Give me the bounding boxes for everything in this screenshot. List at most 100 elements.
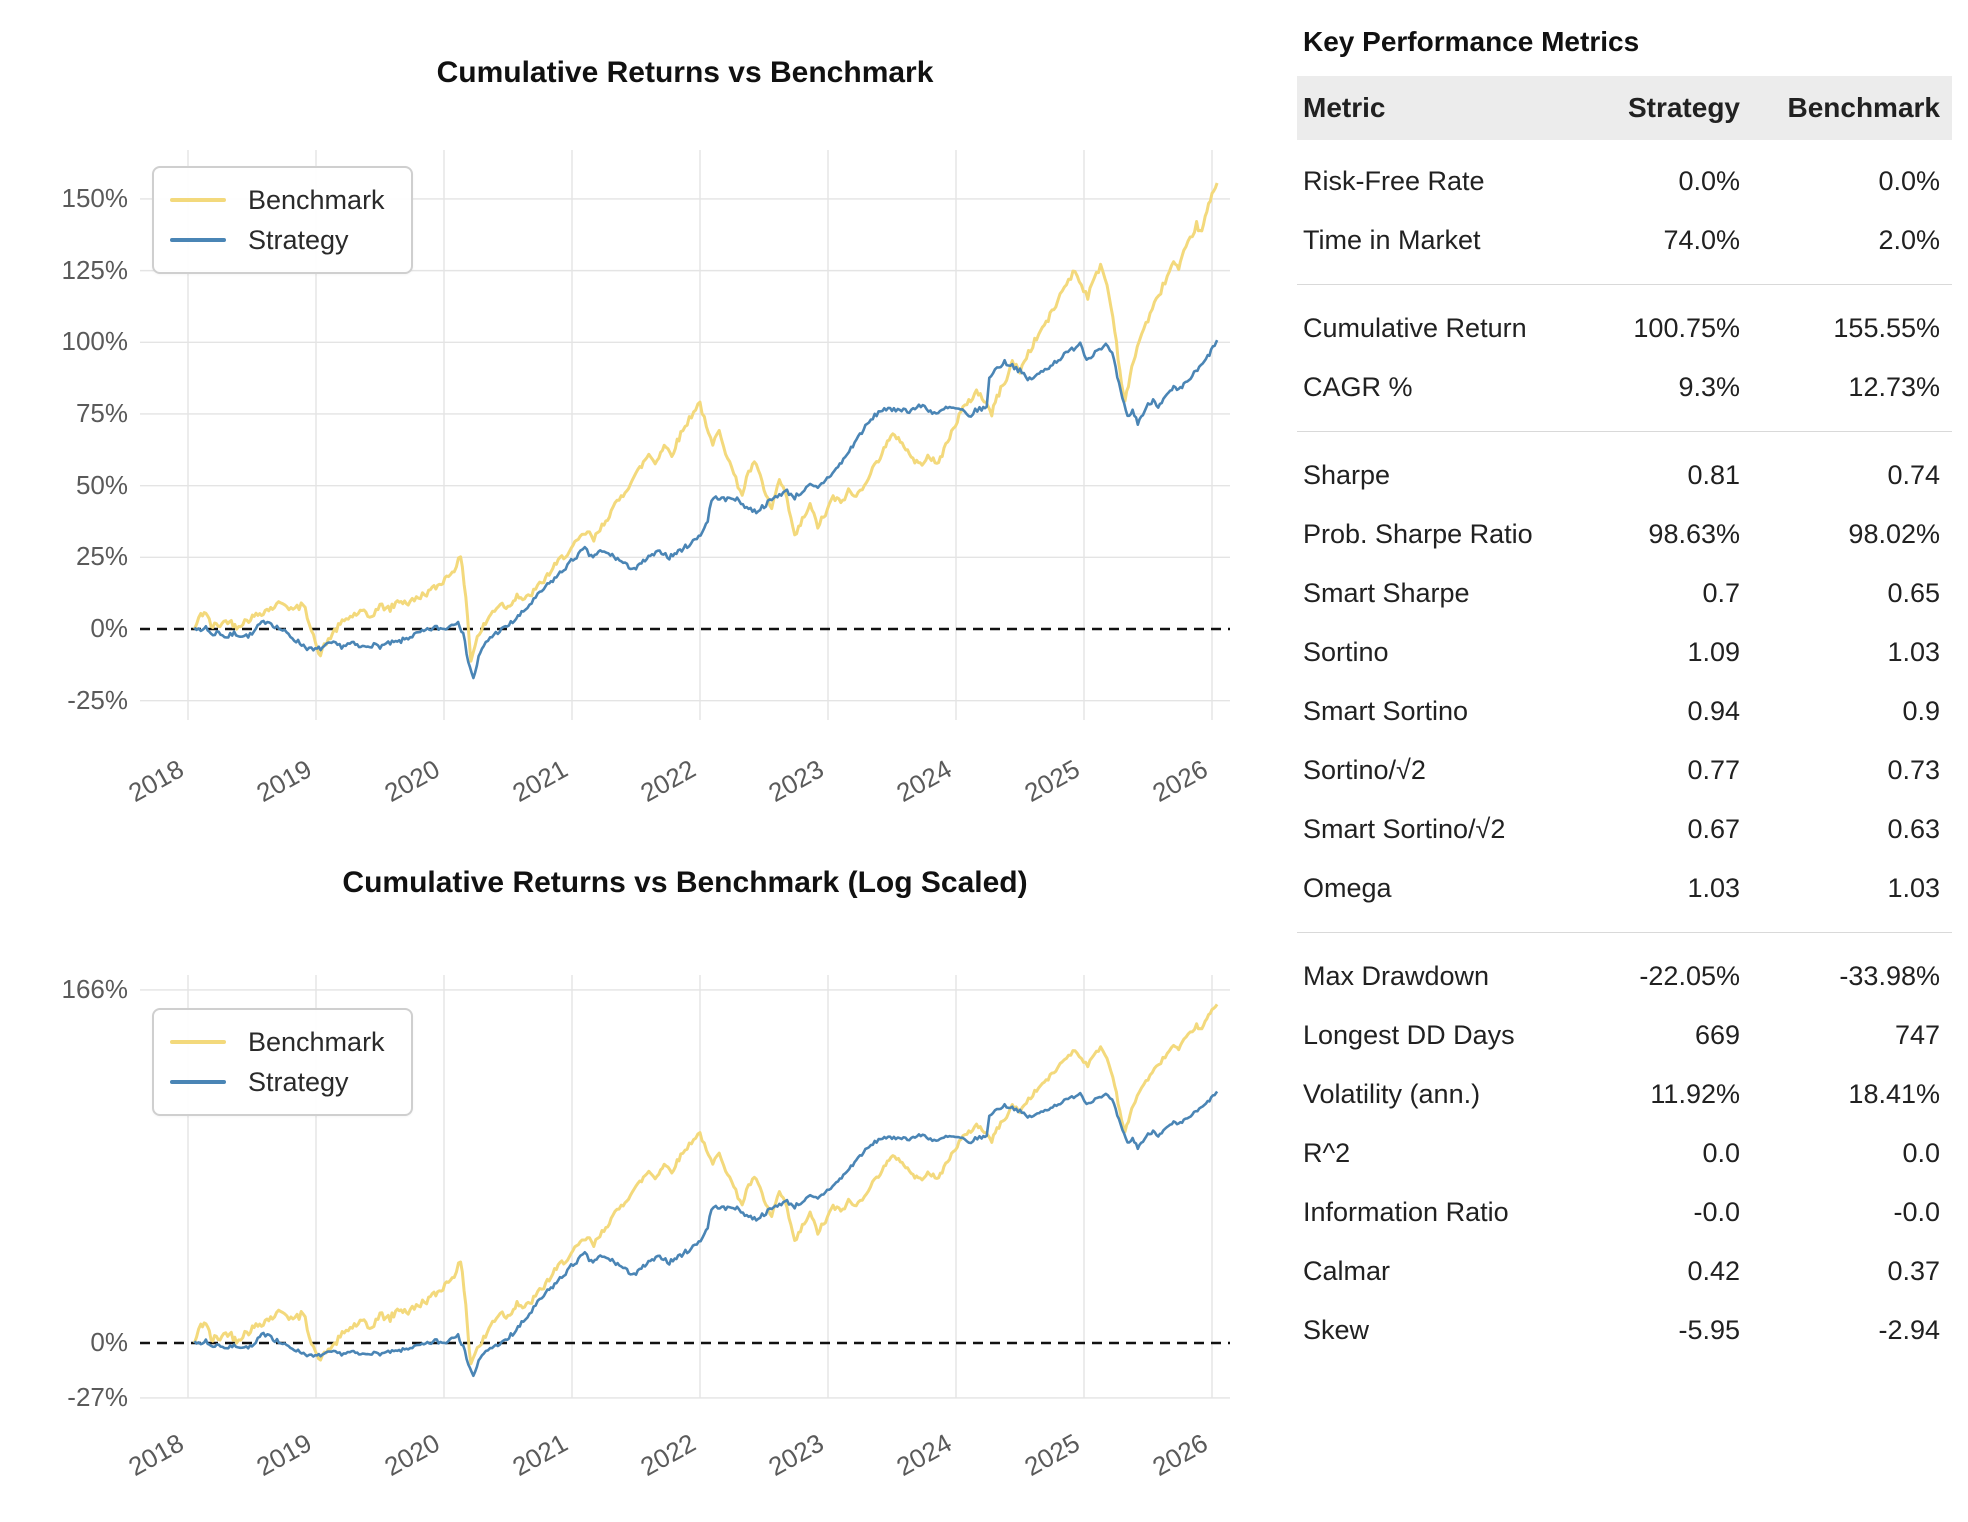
metric-row: Prob. Sharpe Ratio 98.63% 98.02%: [1297, 505, 1952, 564]
top-chart-title: Cumulative Returns vs Benchmark: [436, 56, 934, 89]
metric-strategy-value: 0.94: [1687, 696, 1740, 726]
metric-row: CAGR % 9.3% 12.73%: [1297, 358, 1952, 417]
metric-strategy-value: 669: [1694, 1020, 1740, 1050]
metrics-group-separator: [1297, 284, 1952, 285]
metric-row: Risk-Free Rate 0.0% 0.0%: [1297, 152, 1952, 211]
metric-label: Smart Sortino: [1303, 696, 1469, 726]
metric-row: Max Drawdown -22.05% -33.98%: [1297, 947, 1952, 1006]
y-tick-label: 166%: [61, 973, 129, 1004]
metric-row: Cumulative Return 100.75% 155.55%: [1297, 299, 1952, 358]
metric-row: Time in Market 74.0% 2.0%: [1297, 211, 1952, 270]
legend-bottom: Benchmark Strategy: [152, 1008, 413, 1116]
metric-benchmark-value: 12.73%: [1848, 372, 1940, 402]
metric-benchmark-value: 2.0%: [1878, 225, 1940, 255]
metric-strategy-value: 1.09: [1687, 637, 1740, 667]
y-tick-label: 150%: [61, 182, 129, 213]
y-tick-label: 50%: [75, 469, 128, 500]
metric-benchmark-value: 0.65: [1887, 578, 1940, 608]
metric-row: Smart Sortino/√2 0.67 0.63: [1297, 800, 1952, 859]
y-tick-label: 25%: [75, 541, 128, 572]
metrics-header-strategy: Strategy: [1627, 92, 1740, 123]
metric-strategy-value: 0.67: [1687, 814, 1740, 844]
metric-label: Skew: [1303, 1315, 1370, 1345]
metric-label: Time in Market: [1303, 225, 1481, 255]
metrics-header-row: Metric Strategy Benchmark: [1297, 76, 1952, 140]
legend-label: Benchmark: [248, 1026, 385, 1057]
legend-label: Benchmark: [248, 184, 385, 215]
metric-benchmark-value: 0.9: [1902, 696, 1940, 726]
metric-strategy-value: 74.0%: [1663, 225, 1740, 255]
metric-label: Sortino: [1303, 637, 1389, 667]
y-tick-label: 100%: [61, 326, 129, 357]
metric-row: Calmar 0.42 0.37: [1297, 1242, 1952, 1301]
metric-row: Omega 1.03 1.03: [1297, 859, 1952, 918]
metrics-panel: Key Performance Metrics Metric Strategy …: [1297, 26, 1952, 1360]
metric-strategy-value: -5.95: [1678, 1315, 1740, 1345]
metric-benchmark-value: 0.0: [1902, 1138, 1940, 1168]
metric-strategy-value: -0.0: [1693, 1197, 1740, 1227]
metric-strategy-value: 0.0%: [1678, 166, 1740, 196]
y-tick-label: 125%: [61, 254, 129, 285]
y-tick-label: -27%: [67, 1381, 128, 1412]
metric-strategy-value: 0.77: [1687, 755, 1740, 785]
metric-label: CAGR %: [1303, 372, 1413, 402]
bottom-chart: [140, 975, 1230, 1399]
y-tick-label: 75%: [75, 397, 128, 428]
metrics-group-separator: [1297, 431, 1952, 432]
strategy-line-swatch: [170, 1080, 226, 1084]
metric-row: Skew -5.95 -2.94: [1297, 1301, 1952, 1360]
metric-benchmark-value: 98.02%: [1848, 519, 1940, 549]
metric-label: Omega: [1303, 873, 1392, 903]
legend-label: Strategy: [248, 224, 349, 255]
metric-label: Longest DD Days: [1303, 1020, 1515, 1050]
metric-benchmark-value: -0.0: [1893, 1197, 1940, 1227]
legend-item-benchmark: Benchmark: [170, 1022, 385, 1062]
y-tick-label: 0%: [90, 613, 128, 643]
metric-benchmark-value: 747: [1894, 1020, 1940, 1050]
metrics-rows: Risk-Free Rate 0.0% 0.0% Time in Market 74.0…: [1297, 140, 1952, 1360]
y-tick-label: -25%: [67, 684, 128, 715]
metric-benchmark-value: 155.55%: [1833, 313, 1940, 343]
legend-top: Benchmark Strategy: [152, 166, 413, 274]
metric-label: Information Ratio: [1303, 1197, 1509, 1227]
metric-strategy-value: 0.42: [1687, 1256, 1740, 1286]
metric-label: Volatility (ann.): [1303, 1079, 1481, 1109]
benchmark-line-swatch: [170, 1040, 226, 1044]
metric-label: Smart Sortino/√2: [1303, 814, 1506, 844]
benchmark-line: [193, 182, 1219, 663]
metric-benchmark-value: -2.94: [1878, 1315, 1940, 1345]
metrics-header-metric: Metric: [1303, 92, 1386, 123]
benchmark-line: [192, 1003, 1219, 1366]
metric-label: Risk-Free Rate: [1303, 166, 1485, 196]
metric-benchmark-value: 18.41%: [1848, 1079, 1940, 1109]
metric-strategy-value: 0.81: [1687, 460, 1740, 490]
metric-label: Calmar: [1303, 1256, 1391, 1286]
metric-label: Sortino/√2: [1303, 755, 1426, 785]
legend-item-strategy: Strategy: [170, 220, 385, 260]
metric-strategy-value: 11.92%: [1650, 1079, 1740, 1109]
metric-benchmark-value: -33.98%: [1839, 961, 1940, 991]
legend-item-benchmark: Benchmark: [170, 180, 385, 220]
benchmark-line-swatch: [170, 198, 226, 202]
metric-row: Information Ratio -0.0 -0.0: [1297, 1183, 1952, 1242]
metric-benchmark-value: 0.63: [1887, 814, 1940, 844]
metric-label: Smart Sharpe: [1303, 578, 1470, 608]
metric-row: R^2 0.0 0.0: [1297, 1124, 1952, 1183]
metric-row: Smart Sharpe 0.7 0.65: [1297, 564, 1952, 623]
metric-benchmark-value: 0.73: [1887, 755, 1940, 785]
metric-strategy-value: 0.7: [1702, 578, 1740, 608]
metric-row: Sortino 1.09 1.03: [1297, 623, 1952, 682]
metrics-title: Key Performance Metrics: [1303, 26, 1640, 57]
metric-row: Smart Sortino 0.94 0.9: [1297, 682, 1952, 741]
metric-row: Volatility (ann.) 11.92% 18.41%: [1297, 1065, 1952, 1124]
metric-row: Longest DD Days 669 747: [1297, 1006, 1952, 1065]
metric-row: Sortino/√2 0.77 0.73: [1297, 741, 1952, 800]
metric-benchmark-value: 1.03: [1887, 873, 1940, 903]
strategy-line: [193, 1090, 1219, 1378]
metric-strategy-value: 98.63%: [1648, 519, 1740, 549]
metric-label: Cumulative Return: [1303, 313, 1527, 343]
metric-strategy-value: -22.05%: [1639, 961, 1740, 991]
strategy-line-swatch: [170, 238, 226, 242]
